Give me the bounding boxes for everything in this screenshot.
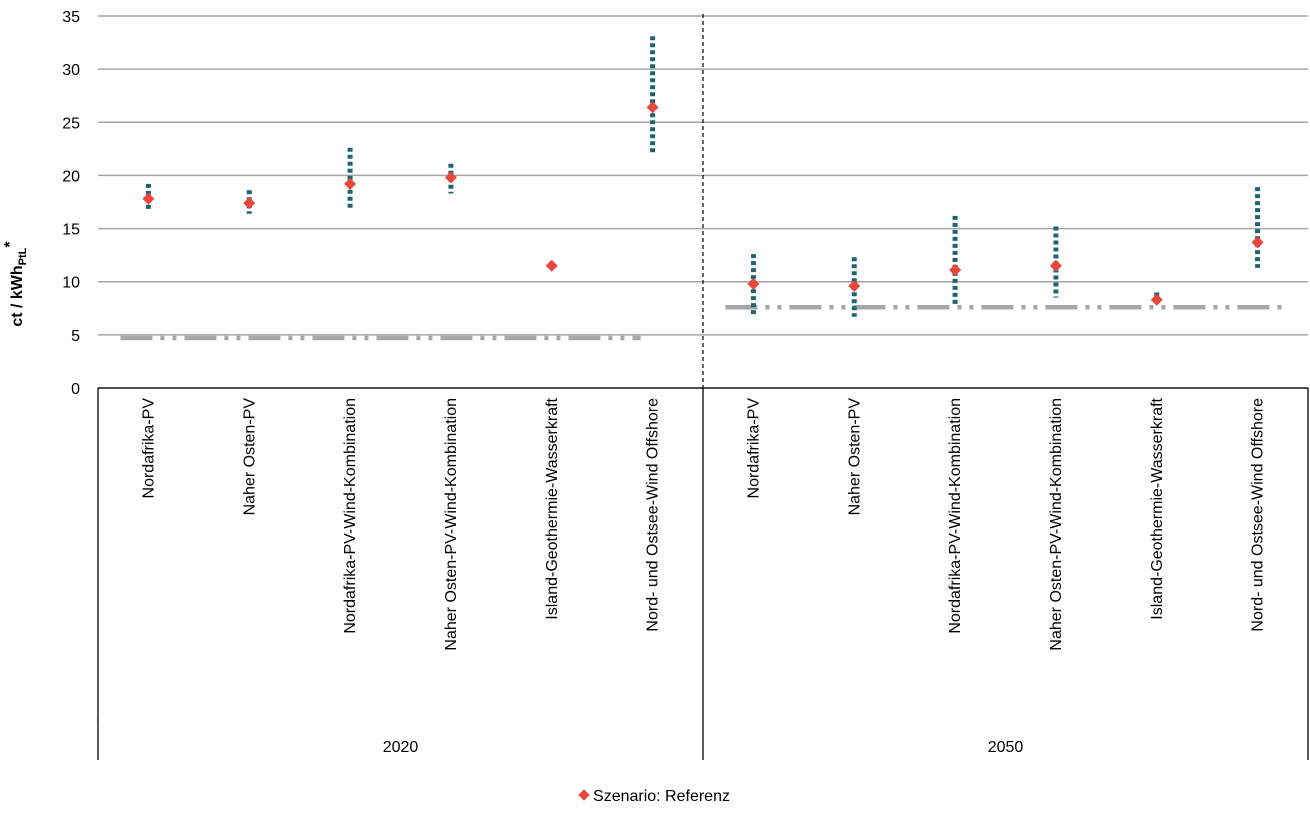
data-point: [444, 171, 457, 184]
y-tick-label: 35: [62, 9, 80, 26]
category-label: Nordafrika-PV-Wind-Kombination: [947, 398, 964, 634]
category-label: Naher Osten-PV: [241, 398, 258, 516]
data-point: [1251, 236, 1264, 249]
category-label: Nord- und Ostsee-Wind Offshore: [1250, 398, 1267, 632]
category-label: Island-Geothermie-Wasserkraft: [1149, 397, 1166, 619]
y-tick-label: 25: [62, 115, 80, 132]
data-point: [243, 197, 256, 210]
data-point: [848, 279, 861, 292]
legend-label: Szenario: Referenz: [593, 788, 730, 805]
data-point: [1150, 293, 1163, 306]
category-label: Naher Osten-PV: [846, 398, 863, 516]
y-tick-label: 5: [71, 328, 80, 345]
data-point: [646, 101, 659, 114]
y-axis-title-main: ct / kWh: [9, 265, 26, 326]
category-label: Nord- und Ostsee-Wind Offshore: [645, 398, 662, 632]
category-label: Naher Osten-PV-Wind-Kombination: [443, 398, 460, 651]
legend-marker-icon: [578, 789, 590, 801]
category-label: Naher Osten-PV-Wind-Kombination: [1048, 398, 1065, 651]
y-tick-label: 20: [62, 168, 80, 185]
category-label: Nordafrika-PV: [140, 398, 157, 499]
y-axis-title-sup: *: [2, 241, 19, 248]
data-point: [1049, 259, 1062, 272]
data-point: [142, 192, 155, 205]
category-label: Nordafrika-PV: [745, 398, 762, 499]
category-axis: [97, 14, 1309, 760]
y-tick-label: 0: [71, 381, 80, 398]
group-label: 2050: [988, 739, 1024, 756]
data-point: [949, 264, 962, 277]
y-axis-title-sub: PtL: [17, 247, 29, 265]
y-tick-labels: 0 5 10 15 20 25 30 35: [62, 9, 80, 398]
y-tick-label: 15: [62, 222, 80, 239]
category-label: Island-Geothermie-Wasserkraft: [544, 397, 561, 619]
data-point: [747, 277, 760, 290]
group-labels: 2020 2050: [383, 739, 1024, 756]
data-point: [344, 177, 357, 190]
legend: Szenario: Referenz: [0, 788, 1310, 806]
y-tick-label: 30: [62, 62, 80, 79]
y-tick-label: 10: [62, 275, 80, 292]
category-labels: Nordafrika-PV Naher Osten-PV Nordafrika-PV…: [140, 397, 1266, 650]
category-label: Nordafrika-PV-Wind-Kombination: [342, 398, 359, 634]
ranges: [145, 36, 1261, 317]
group-label: 2020: [383, 739, 419, 756]
data-points: [142, 101, 1264, 306]
data-point: [545, 259, 558, 272]
y-axis-title: ct / kWhPtL*: [2, 241, 29, 327]
baselines: [120, 304, 1286, 341]
